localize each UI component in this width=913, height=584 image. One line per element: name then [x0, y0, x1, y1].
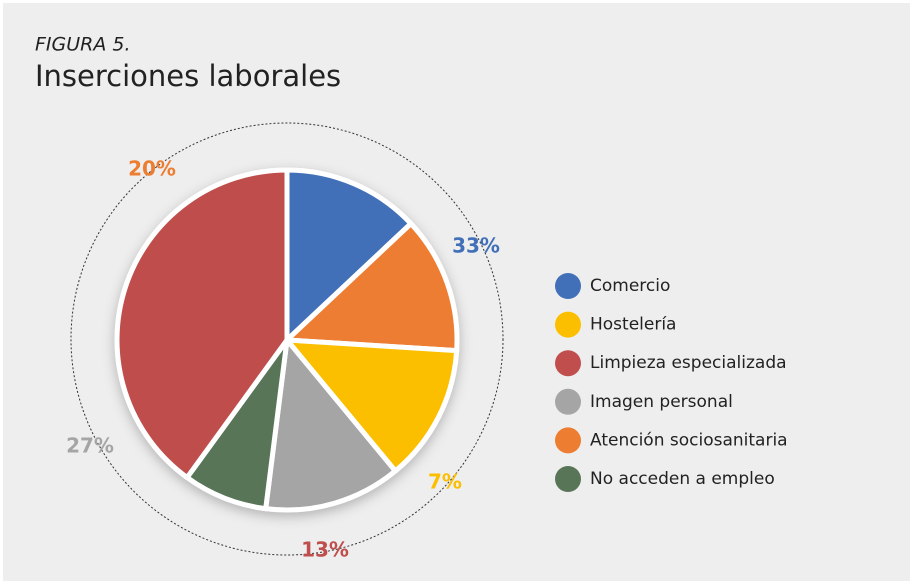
legend-label: Imagen personal: [590, 392, 733, 412]
legend-label: Atención sociosanitaria: [590, 430, 788, 450]
pie-slice: [284, 221, 460, 354]
legend-swatch: [555, 350, 581, 377]
legend-label: Hostelería: [590, 315, 676, 335]
legend-swatch: [555, 311, 581, 338]
percent-label: 7%: [428, 470, 462, 494]
dotted-ring: [70, 122, 504, 556]
chart-subtitle: FIGURA 5.: [35, 34, 131, 56]
chart-title: Inserciones laborales: [35, 59, 341, 93]
legend-label: Limpieza especializada: [590, 353, 787, 373]
pie-slice: [284, 167, 414, 343]
legend-swatch: [555, 466, 581, 492]
percent-label: 20%: [128, 157, 176, 181]
legend-swatch: [555, 427, 581, 454]
legend-label: Comercio: [590, 276, 670, 296]
legend-label: No acceden a empleo: [590, 469, 775, 489]
pie-slice: [114, 167, 290, 481]
pie-slice: [284, 337, 460, 474]
pie-slice: [263, 337, 398, 513]
percent-label: 33%: [452, 234, 500, 258]
percent-label: 13%: [301, 538, 349, 562]
legend-swatch: [555, 273, 581, 299]
percent-label: 27%: [66, 434, 114, 458]
pie: [114, 167, 460, 513]
legend-swatch: [555, 388, 581, 415]
